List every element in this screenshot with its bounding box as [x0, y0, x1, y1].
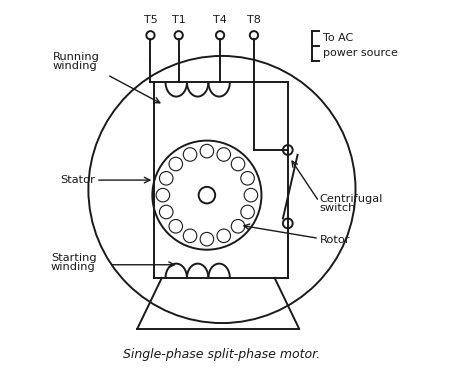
Text: T8: T8 [247, 16, 261, 25]
Text: T5: T5 [144, 16, 157, 25]
Text: winding: winding [53, 61, 97, 71]
Text: Single-phase split-phase motor.: Single-phase split-phase motor. [123, 348, 320, 361]
Text: Starting: Starting [51, 253, 96, 263]
Text: Stator: Stator [60, 175, 95, 185]
Text: switch: switch [320, 202, 356, 213]
Text: Running: Running [53, 52, 100, 61]
Text: power source: power source [323, 49, 398, 58]
Text: T4: T4 [213, 16, 227, 25]
Text: To AC: To AC [323, 33, 353, 44]
Text: winding: winding [51, 262, 96, 272]
Text: T1: T1 [172, 16, 185, 25]
Text: Centrifugal: Centrifugal [320, 194, 383, 204]
Text: Rotor: Rotor [320, 235, 350, 245]
